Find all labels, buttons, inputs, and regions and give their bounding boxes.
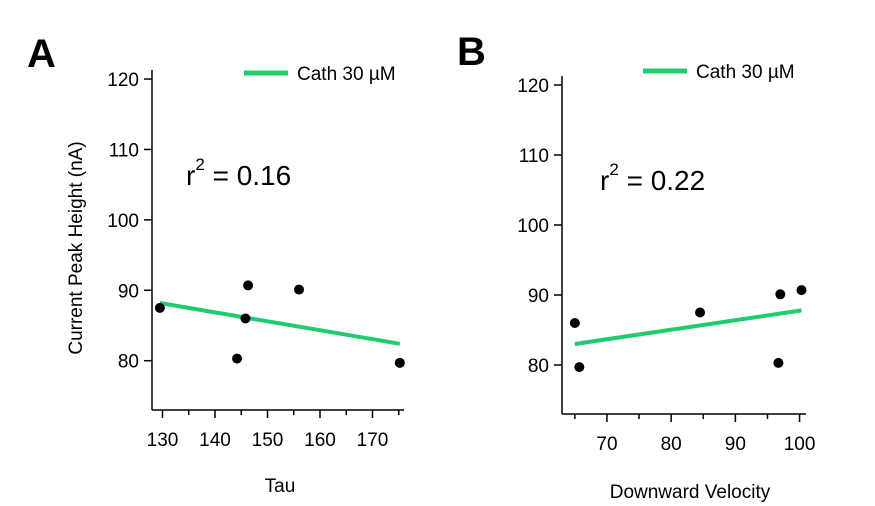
panel-b-fit-line [574, 308, 802, 346]
panel-b-r2-annotation: r2 = 0.22 [600, 160, 705, 196]
panel-b-x-tick-label: 90 [725, 434, 746, 455]
panel-a-x-tick-label: 130 [147, 430, 179, 451]
panel-a-legend: Cath 30 µM [244, 64, 396, 85]
panel-a-data-point [243, 280, 254, 291]
panel-a-axes: 80 90 100 110 120 130 140 150 160 170 [107, 70, 404, 451]
panel-a-data-point [240, 313, 251, 324]
panel-a-y-tick-label: 110 [109, 140, 139, 161]
panel-b-y-tick-label: 120 [517, 76, 549, 97]
panel-b-x-axis-title: Downward Velocity [610, 482, 771, 503]
panel-a-fit-line-group [159, 300, 401, 346]
panel-b-data-point [775, 289, 786, 300]
panel-b-axes: 80 90 100 110 120 70 80 90 100 [517, 76, 815, 455]
panel-a-r2-annotation: r2 = 0.16 [186, 155, 291, 191]
panel-b-legend-label: Cath 30 µM [696, 62, 795, 83]
panel-a-x-axis-title: Tau [265, 476, 296, 497]
panel-b: B 80 90 100 110 120 70 80 90 100 Cath 30 µM r2 =… [457, 30, 815, 503]
panel-letter-a: A [27, 32, 56, 76]
panel-b-data-point [569, 318, 580, 328]
panel-b-fit-line-group [574, 308, 802, 346]
panel-b-points [569, 285, 807, 373]
panel-a-x-tick-label: 140 [199, 430, 231, 451]
panel-a-y-axis-title: Current Peak Height (nA) [66, 141, 87, 354]
panel-a-y-tick-label: 80 [118, 352, 139, 373]
panel-a-data-point [394, 357, 405, 368]
panel-b-y-tick-label: 110 [519, 146, 549, 167]
panel-a: A 80 90 100 110 120 130 140 150 160 170 Cath 30 µ… [27, 32, 405, 497]
panel-a-data-point [232, 353, 243, 364]
panel-a-legend-label: Cath 30 µM [297, 64, 396, 85]
panel-b-data-point [574, 362, 585, 373]
panel-a-x-tick-label: 160 [304, 430, 336, 451]
panel-b-y-tick-label: 80 [528, 356, 549, 377]
panel-b-data-point [695, 307, 706, 318]
panel-a-x-tick-label: 150 [252, 430, 284, 451]
panel-b-data-point [796, 285, 807, 296]
panel-b-legend: Cath 30 µM [643, 62, 795, 83]
panel-b-x-tick-label: 80 [661, 434, 682, 455]
panel-a-points [154, 280, 405, 368]
panel-a-data-point [154, 302, 165, 313]
panel-a-y-tick-label: 90 [118, 281, 139, 302]
panel-a-y-tick-label: 120 [107, 70, 139, 91]
panel-b-y-tick-label: 90 [528, 286, 549, 307]
panel-b-y-tick-label: 100 [517, 216, 549, 237]
panel-b-x-tick-label: 100 [784, 434, 816, 455]
panel-a-x-tick-label: 170 [357, 430, 389, 451]
panel-b-x-tick-label: 70 [596, 434, 617, 455]
panel-letter-b: B [457, 30, 486, 74]
panel-b-data-point [773, 357, 784, 368]
panel-a-y-tick-label: 100 [107, 211, 139, 232]
panel-a-fit-line [159, 300, 401, 346]
panel-a-data-point [294, 284, 304, 295]
